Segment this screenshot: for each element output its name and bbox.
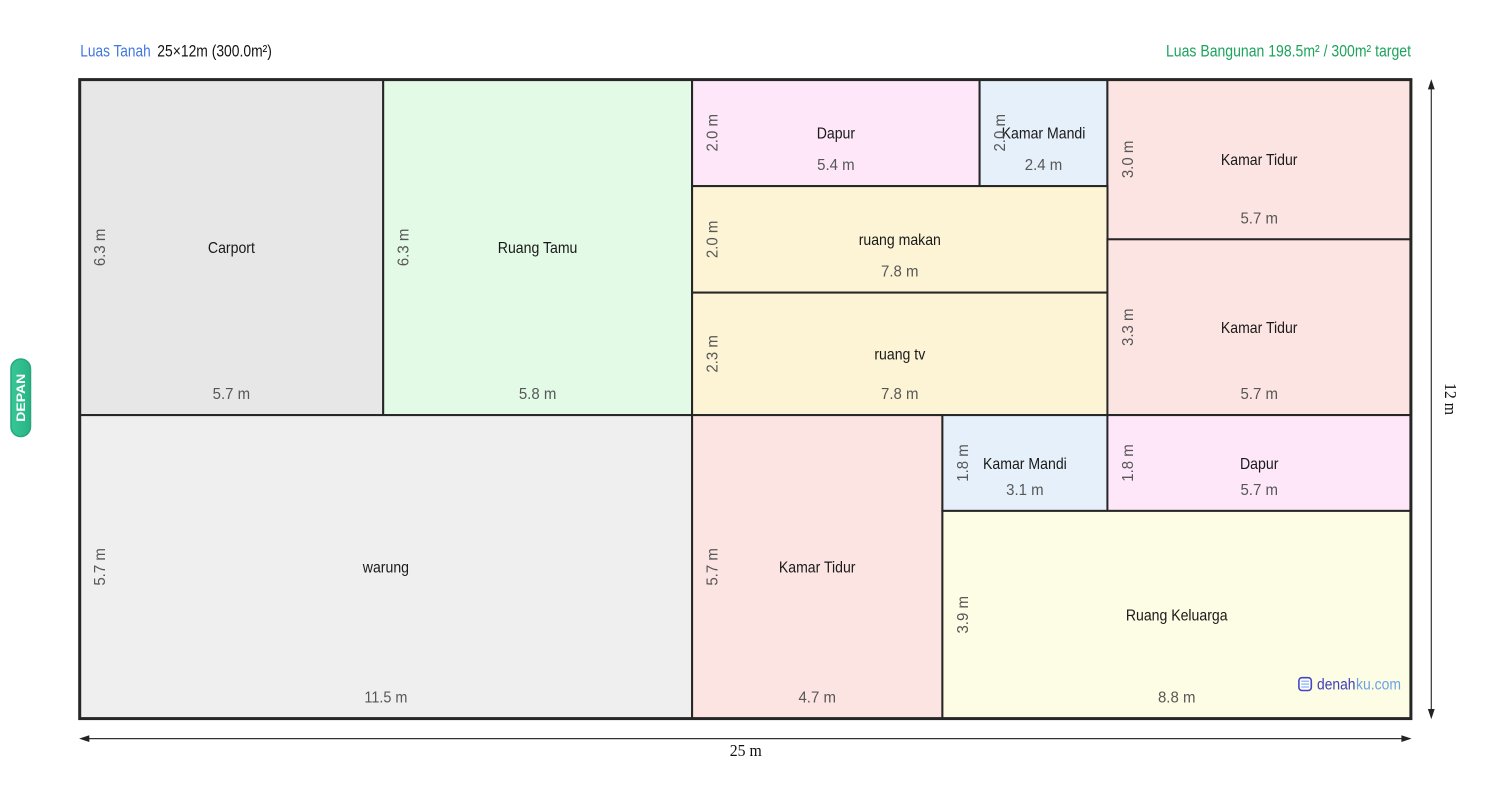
svg-text:5.7 m: 5.7 m (1240, 386, 1278, 403)
svg-text:11.5 m: 11.5 m (364, 690, 407, 707)
svg-text:5.7 m: 5.7 m (213, 386, 251, 403)
svg-text:Kamar Mandi: Kamar Mandi (983, 456, 1067, 473)
svg-text:5.7 m: 5.7 m (92, 548, 109, 586)
svg-text:5.7 m: 5.7 m (1240, 482, 1278, 499)
svg-text:Ruang Tamu: Ruang Tamu (498, 240, 578, 257)
svg-text:Kamar Mandi: Kamar Mandi (1002, 126, 1086, 143)
svg-text:12 m: 12 m (1441, 383, 1460, 415)
svg-text:4.7 m: 4.7 m (798, 690, 836, 707)
svg-text:6.3 m: 6.3 m (396, 229, 413, 267)
svg-text:5.7 m: 5.7 m (1240, 210, 1278, 227)
svg-text:2.0 m: 2.0 m (992, 114, 1009, 152)
svg-text:1.8 m: 1.8 m (955, 444, 972, 482)
svg-text:3.1 m: 3.1 m (1006, 482, 1044, 499)
svg-text:Luas Tanah: Luas Tanah (80, 42, 150, 60)
svg-text:Luas Bangunan 198.5m² / 300m²: Luas Bangunan 198.5m² / 300m² target (1166, 42, 1411, 60)
svg-text:3.0 m: 3.0 m (1120, 141, 1137, 179)
svg-text:8.8 m: 8.8 m (1158, 690, 1196, 707)
svg-text:25×12m (300.0m²): 25×12m (300.0m²) (157, 42, 272, 60)
svg-text:1.8 m: 1.8 m (1120, 444, 1137, 482)
svg-text:2.0 m: 2.0 m (705, 114, 722, 152)
svg-text:ruang makan: ruang makan (859, 232, 941, 249)
svg-text:ku.com: ku.com (1356, 676, 1401, 693)
svg-text:5.7 m: 5.7 m (705, 548, 722, 586)
svg-text:2.4 m: 2.4 m (1025, 157, 1063, 174)
svg-text:3.9 m: 3.9 m (955, 596, 972, 634)
svg-text:2.3 m: 2.3 m (705, 335, 722, 373)
svg-text:7.8 m: 7.8 m (881, 386, 919, 403)
svg-text:5.8 m: 5.8 m (519, 386, 557, 403)
svg-text:ruang tv: ruang tv (874, 347, 925, 364)
svg-text:25 m: 25 m (730, 741, 762, 760)
svg-text:Kamar Tidur: Kamar Tidur (1221, 320, 1298, 337)
svg-text:warung: warung (362, 560, 409, 577)
svg-text:Carport: Carport (208, 240, 255, 257)
svg-text:Kamar Tidur: Kamar Tidur (779, 560, 856, 577)
svg-text:6.3 m: 6.3 m (92, 229, 109, 267)
svg-text:Kamar Tidur: Kamar Tidur (1221, 152, 1298, 169)
svg-text:Dapur: Dapur (1240, 456, 1279, 473)
svg-text:3.3 m: 3.3 m (1120, 308, 1137, 346)
svg-text:7.8 m: 7.8 m (881, 264, 919, 281)
svg-text:denah: denah (1317, 676, 1356, 693)
svg-text:5.4 m: 5.4 m (817, 157, 855, 174)
svg-text:Ruang Keluarga: Ruang Keluarga (1126, 608, 1228, 625)
svg-text:Dapur: Dapur (817, 126, 856, 143)
svg-text:DEPAN: DEPAN (16, 374, 28, 422)
svg-text:2.0 m: 2.0 m (705, 221, 722, 259)
